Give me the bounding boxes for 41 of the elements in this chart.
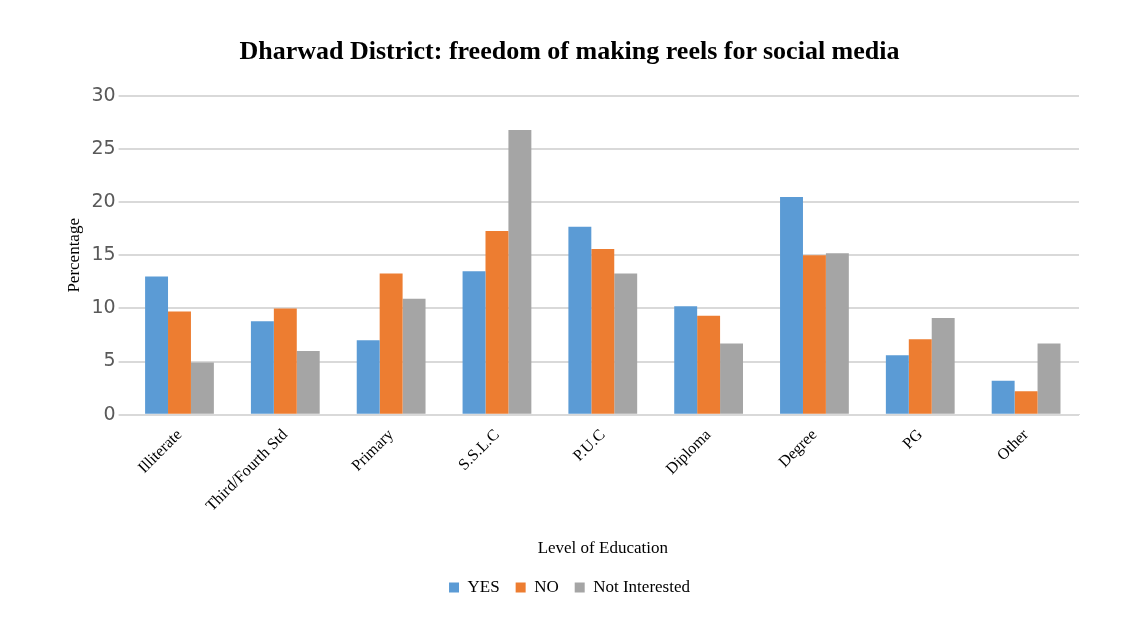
bar xyxy=(1037,343,1061,414)
bar xyxy=(802,255,826,414)
bar xyxy=(485,230,509,414)
bar xyxy=(614,273,638,414)
bar xyxy=(697,315,721,414)
bar xyxy=(885,355,909,414)
y-tick-label: 5 xyxy=(103,348,116,371)
bar xyxy=(1014,391,1038,414)
bar xyxy=(508,129,532,414)
bar xyxy=(720,343,744,414)
y-tick-label: 15 xyxy=(91,242,116,265)
bar xyxy=(462,271,486,414)
bar xyxy=(825,253,849,414)
bar xyxy=(908,339,932,414)
bar xyxy=(296,350,320,414)
bar xyxy=(273,308,297,414)
y-tick-label: 0 xyxy=(103,401,116,424)
bar xyxy=(168,311,191,414)
y-tick-label: 20 xyxy=(91,189,116,212)
bar xyxy=(568,226,592,414)
y-axis-title: Percentage xyxy=(63,218,83,293)
bar xyxy=(356,340,380,414)
bar xyxy=(674,306,698,414)
y-tick-label: 30 xyxy=(91,82,116,105)
bar xyxy=(991,380,1015,414)
bar xyxy=(379,273,403,414)
legend-label: NO xyxy=(534,576,559,596)
y-tick-label: 10 xyxy=(91,295,116,318)
bar xyxy=(145,276,169,414)
bar xyxy=(591,248,615,414)
bar xyxy=(780,196,803,414)
y-tick-label: 25 xyxy=(91,136,116,159)
x-tick-label: PG xyxy=(898,425,926,452)
x-axis-title: Level of Education xyxy=(537,538,669,558)
bar xyxy=(190,362,214,414)
bar xyxy=(250,321,274,414)
legend-label: Not Interested xyxy=(593,576,691,596)
bar xyxy=(402,298,426,414)
bar xyxy=(931,317,955,414)
legend-label: YES xyxy=(467,576,500,596)
chart-title: Dharwad District: freedom of making reels for social media xyxy=(238,36,901,67)
